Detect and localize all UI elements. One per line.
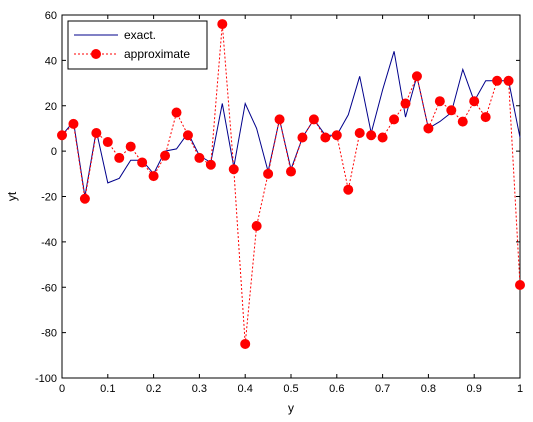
series-2-point: [469, 96, 480, 107]
y-tick-label: 20: [45, 101, 57, 113]
x-tick-label: 0: [59, 383, 65, 395]
series-2-point: [263, 168, 274, 179]
series-2-point: [515, 279, 525, 290]
series-2-point: [148, 171, 159, 182]
series-2-point: [274, 114, 285, 125]
series-2-point: [446, 105, 457, 116]
x-tick-label: 0.2: [146, 383, 161, 395]
x-axis-label: y: [288, 401, 294, 415]
series-2-point: [114, 152, 125, 163]
series-2-point: [251, 220, 262, 231]
series-2-point: [160, 150, 171, 161]
series-2-point: [137, 157, 148, 168]
series-2-point: [331, 130, 342, 141]
series-2-point: [423, 123, 434, 134]
x-tick-label: 0.7: [375, 383, 390, 395]
legend-marker-2: [91, 49, 101, 59]
y-tick-label: -40: [41, 237, 57, 249]
series-layer: [57, 19, 525, 349]
series-2-point: [503, 75, 514, 86]
x-tick-label: 0.4: [238, 383, 253, 395]
x-tick-label: 0.9: [467, 383, 482, 395]
series-2-point: [102, 137, 113, 148]
x-tick-label: 0.6: [329, 383, 344, 395]
legend-label-2: approximate: [124, 47, 190, 61]
series-2-point: [240, 338, 251, 349]
legend-box: [67, 20, 208, 70]
y-tick-label: 40: [45, 55, 57, 67]
series-2-point: [457, 116, 468, 127]
series-2-point: [400, 98, 411, 109]
legend: exact. approximate: [67, 20, 208, 70]
series-2-point: [434, 96, 445, 107]
series-2-point: [217, 19, 228, 30]
x-tick-label: 0.5: [283, 383, 298, 395]
series-2-point: [286, 166, 296, 177]
series-2-point: [480, 112, 491, 123]
series-2-point: [320, 132, 331, 143]
x-tick-label: 0.1: [100, 383, 115, 395]
series-2-point: [205, 159, 216, 170]
series-2-point: [297, 132, 308, 143]
series-2-point: [308, 114, 319, 125]
y-tick-label: -60: [41, 282, 57, 294]
x-tick-label: 0.3: [192, 383, 207, 395]
y-tick-label: -100: [35, 373, 57, 385]
series-2-point: [57, 130, 67, 141]
axis-ticks: 0 0.1 0.2 0.3 0.4 0.5 0.6 0.7 0.8 0.9 1 -100 -80 -60 -…: [35, 10, 523, 395]
x-tick-label: 0.8: [421, 383, 436, 395]
series-2-point: [354, 127, 365, 138]
series-2-point: [492, 75, 503, 86]
series-2-point: [91, 127, 102, 138]
plot-area: [61, 14, 521, 379]
series-2-point: [125, 141, 136, 152]
x-tick-label: 1: [517, 383, 523, 395]
series-2-point: [411, 71, 422, 82]
series-2-point: [79, 193, 90, 204]
y-axis-label: yt: [5, 191, 19, 201]
series-2-point: [389, 114, 400, 125]
series-2-point: [343, 184, 354, 195]
series-2-point: [377, 132, 388, 143]
series-2-point: [228, 164, 239, 175]
legend-label-1: exact.: [124, 28, 156, 42]
y-tick-label: -80: [41, 328, 57, 340]
series-2-point: [171, 107, 182, 118]
y-tick-label: -20: [41, 192, 57, 204]
series-2-point: [366, 130, 377, 141]
series-2-point: [182, 130, 193, 141]
series-2-point: [194, 152, 205, 163]
y-tick-label: 60: [45, 10, 57, 22]
series-2-point: [68, 118, 79, 129]
y-tick-label: 0: [51, 146, 57, 158]
